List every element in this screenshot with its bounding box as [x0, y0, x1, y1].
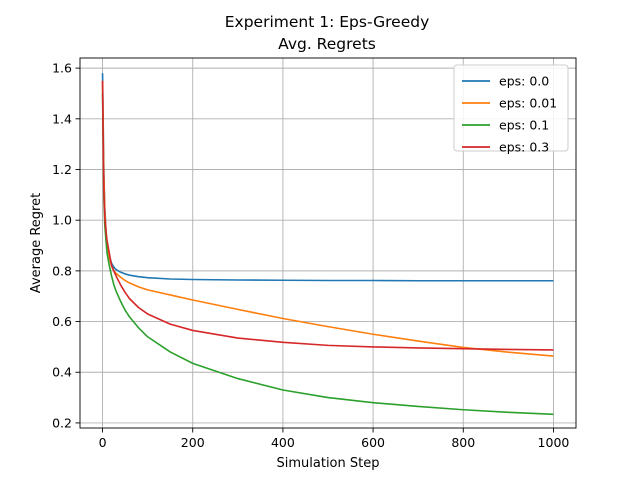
y-tick-label: 0.6 — [52, 314, 72, 329]
legend-label-3: eps: 0.3 — [499, 140, 549, 155]
y-tick-label: 1.2 — [52, 162, 72, 177]
y-tick-label: 0.4 — [52, 365, 72, 380]
x-tick-label: 200 — [181, 435, 205, 450]
chart-title: Experiment 1: Eps-Greedy — [225, 13, 430, 31]
legend-label-1: eps: 0.01 — [499, 96, 557, 111]
chart-subtitle: Avg. Regrets — [278, 35, 376, 53]
x-tick-label: 1000 — [538, 435, 570, 450]
x-axis-label: Simulation Step — [277, 456, 380, 471]
x-tick-label: 0 — [99, 435, 107, 450]
x-tick-label: 400 — [271, 435, 295, 450]
y-tick-label: 1.6 — [52, 61, 72, 76]
x-tick-label: 600 — [361, 435, 385, 450]
series-lines — [101, 73, 554, 416]
y-tick-label: 0.8 — [52, 263, 72, 278]
y-tick-label: 1.0 — [52, 213, 72, 228]
legend-label-2: eps: 0.1 — [499, 118, 549, 133]
plot-area-frame — [79, 57, 577, 429]
series-line-3 — [101, 80, 554, 351]
y-tick-label: 0.2 — [52, 415, 72, 430]
legend-label-0: eps: 0.0 — [499, 74, 549, 89]
y-tick-label: 1.4 — [52, 111, 72, 126]
axis-ticks: 0 200 400 600 800 1000 0.2 0.4 0.6 0.8 1.0 1.2 1.4 1.… — [52, 61, 569, 450]
legend-box — [453, 64, 569, 152]
legend: eps: 0.0 eps: 0.01 eps: 0.1 eps: 0.3 — [453, 64, 569, 155]
y-axis-label: Average Regret — [29, 193, 44, 293]
x-tick-label: 800 — [451, 435, 475, 450]
